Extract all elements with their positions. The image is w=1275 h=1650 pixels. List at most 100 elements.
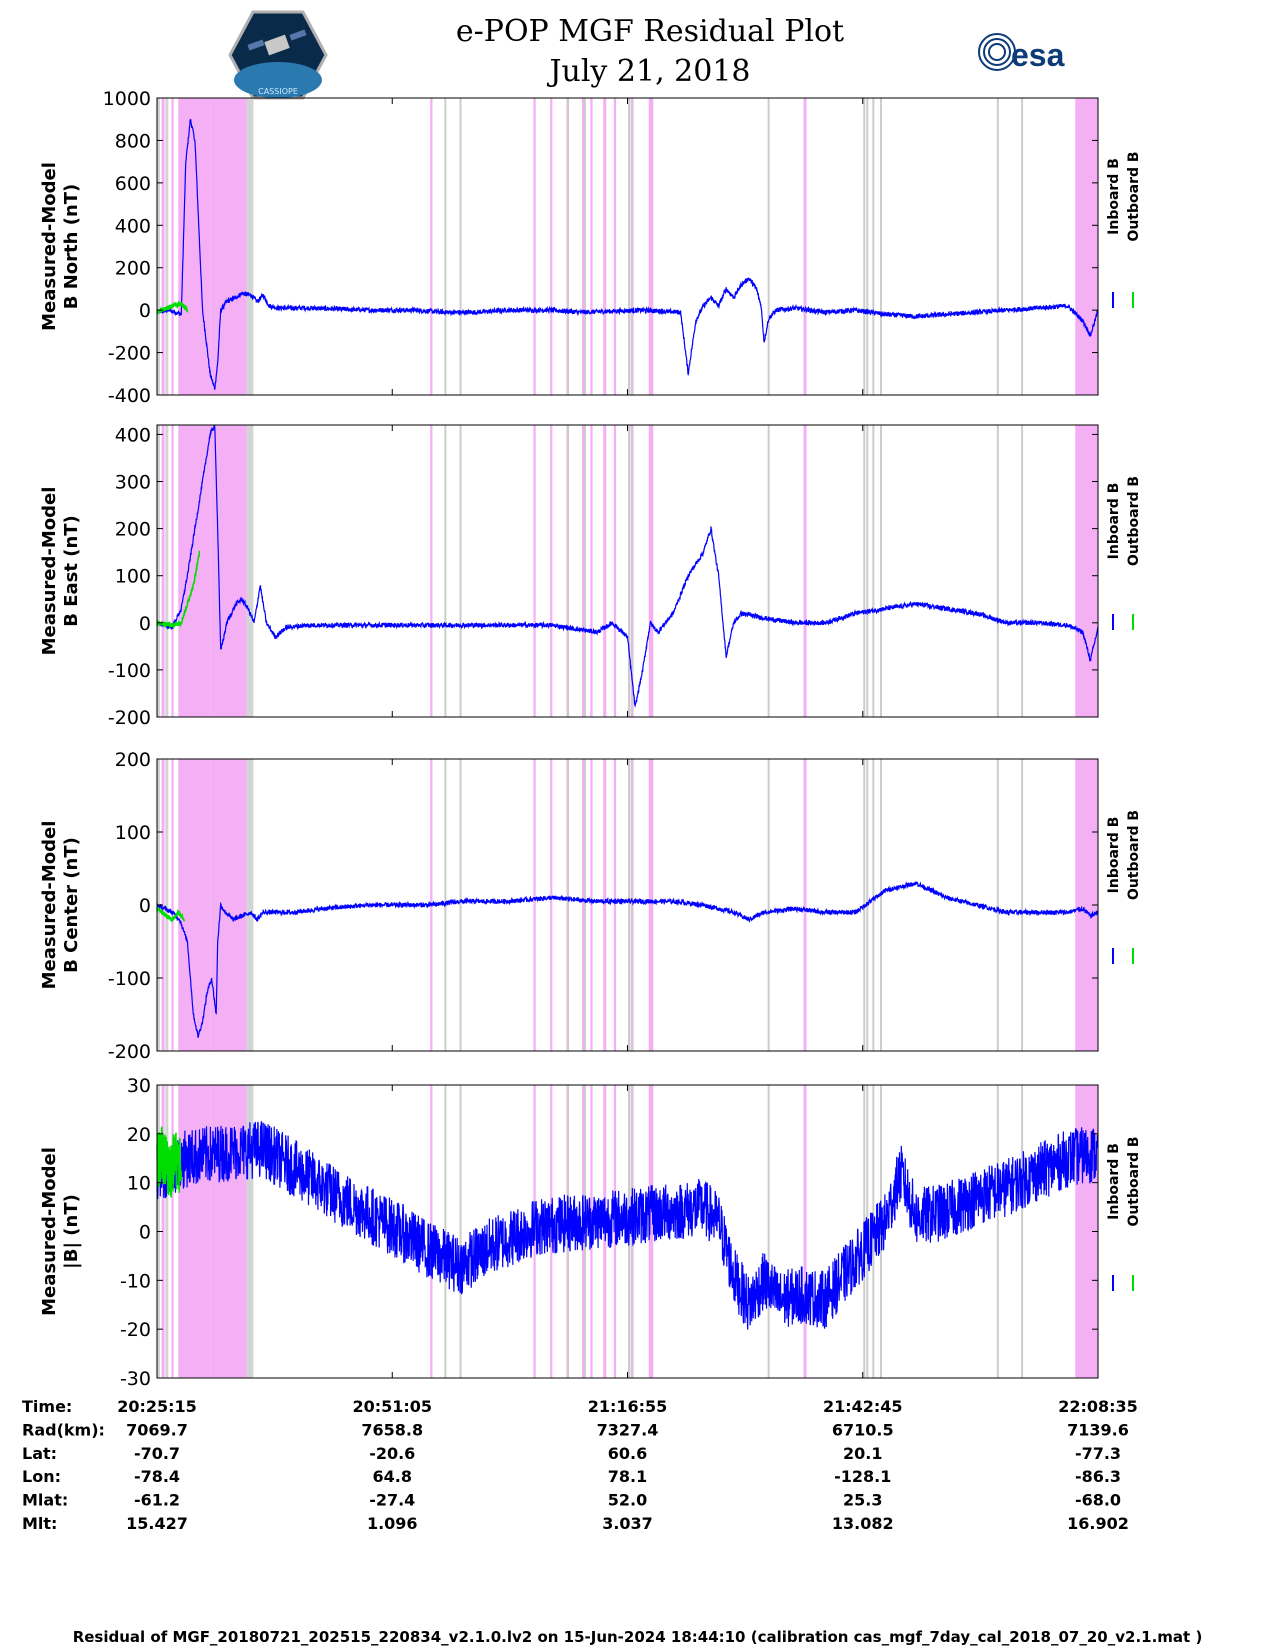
pink-interval	[161, 425, 165, 717]
y-tick-label: -200	[108, 707, 151, 729]
y-tick-label: 800	[115, 130, 151, 152]
info-value: 3.037	[602, 1514, 653, 1533]
y-axis-label: Measured-Model|B| (nT)	[39, 1147, 82, 1316]
pink-interval	[1075, 98, 1098, 395]
info-value: 7069.7	[126, 1420, 188, 1439]
y-tick-label: -200	[108, 343, 151, 365]
info-table: Time: 20:25:15 20:51:05 21:16:55 21:42:45 22:…	[22, 1397, 1138, 1533]
y-tick-label: 200	[115, 519, 151, 541]
pink-interval	[603, 425, 607, 717]
y-axis-label: Measured-ModelB East (nT)	[39, 487, 82, 656]
panel-4: -30 -20 -10 0 10 20 30 Measured-Model|B| (nT) In…	[39, 1075, 1142, 1390]
y-tick-label: 200	[115, 749, 151, 771]
y-tick-label: 100	[115, 566, 151, 588]
pink-interval	[803, 759, 807, 1051]
pink-interval	[613, 425, 617, 717]
y-axis-label-line2: B North (nT)	[61, 184, 82, 310]
info-row-label: Mlat:	[22, 1491, 68, 1510]
info-row-label: Rad(km):	[22, 1420, 105, 1439]
y-axis-label-line1: Measured-Model	[39, 1147, 60, 1316]
info-value: -61.2	[134, 1491, 180, 1510]
info-value: 1.096	[367, 1514, 418, 1533]
y-tick-label: -100	[108, 968, 151, 990]
series-inboard-line	[156, 424, 1099, 708]
series-inboard-line	[156, 119, 1099, 390]
y-tick-label: 30	[127, 1075, 151, 1097]
series-inboard-line	[156, 881, 1099, 1038]
legend-inboard-label: Inboard B	[1106, 483, 1122, 560]
y-tick-label: 200	[115, 258, 151, 280]
info-value: 15.427	[126, 1514, 188, 1533]
y-tick-label: -30	[120, 1368, 151, 1390]
legend-inboard-label: Inboard B	[1106, 158, 1122, 235]
info-value: -86.3	[1075, 1467, 1121, 1486]
gray-interval	[165, 425, 169, 717]
pink-interval	[178, 1085, 211, 1378]
plot-frame	[156, 424, 1099, 718]
legend-outboard-label: Outboard B	[1126, 476, 1142, 566]
y-axis-label-line1: Measured-Model	[39, 162, 60, 331]
series-outboard-line	[156, 550, 201, 630]
y-tick-label: -10	[120, 1270, 151, 1292]
info-value: 21:16:55	[588, 1397, 668, 1416]
pink-interval	[550, 759, 553, 1051]
pink-interval	[550, 425, 553, 717]
gray-interval	[246, 98, 254, 395]
panel-2: -200 -100 0 100 200 300 400 Measured-ModelB Eas…	[39, 424, 1142, 729]
info-value: 20.1	[843, 1444, 882, 1463]
pink-interval	[603, 759, 607, 1051]
pink-interval	[210, 98, 247, 395]
info-row-label: Time:	[22, 1397, 72, 1416]
info-value: -77.3	[1075, 1444, 1121, 1463]
esa-logo-text: esa	[1011, 37, 1065, 73]
series-outboard-line	[156, 907, 186, 922]
pink-interval	[178, 759, 211, 1051]
info-value: -78.4	[134, 1467, 180, 1486]
y-tick-label: 300	[115, 472, 151, 494]
pink-interval	[161, 759, 165, 1051]
info-value: 21:42:45	[823, 1397, 903, 1416]
gray-interval	[246, 425, 254, 717]
info-value: -68.0	[1075, 1491, 1121, 1510]
y-tick-label: 0	[139, 613, 151, 635]
pink-interval	[581, 98, 586, 395]
info-value: 7139.6	[1067, 1420, 1129, 1439]
gray-interval	[157, 98, 161, 395]
y-axis-label-line2: B East (nT)	[61, 515, 82, 627]
gray-interval	[165, 98, 169, 395]
pink-interval	[430, 425, 433, 717]
pink-interval	[533, 425, 536, 717]
legend-outboard-label: Outboard B	[1126, 151, 1142, 241]
info-value: -70.7	[134, 1444, 180, 1463]
y-axis-label: Measured-ModelB Center (nT)	[39, 821, 82, 990]
pink-interval	[581, 759, 586, 1051]
info-value: 6710.5	[832, 1420, 894, 1439]
pink-interval	[613, 759, 617, 1051]
pink-interval	[430, 98, 433, 395]
info-value: 52.0	[608, 1491, 647, 1510]
info-value: 7327.4	[597, 1420, 659, 1439]
info-value: 25.3	[843, 1491, 882, 1510]
y-axis-label-line2: B Center (nT)	[61, 837, 82, 973]
y-tick-label: 400	[115, 424, 151, 446]
pink-interval	[171, 759, 174, 1051]
pink-interval	[648, 425, 654, 717]
info-value: 78.1	[608, 1467, 647, 1486]
info-value: -128.1	[834, 1467, 891, 1486]
info-value: 13.082	[832, 1514, 894, 1533]
pink-interval	[603, 98, 607, 395]
y-tick-label: 100	[115, 822, 151, 844]
info-row-label: Lon:	[22, 1467, 61, 1486]
pink-interval	[1075, 425, 1098, 717]
y-axis-label-line1: Measured-Model	[39, 487, 60, 656]
pink-interval	[533, 98, 536, 395]
info-value: 20:25:15	[117, 1397, 197, 1416]
gray-interval	[157, 425, 161, 717]
pink-interval	[613, 1085, 617, 1378]
pink-interval	[171, 1085, 174, 1378]
info-value: -27.4	[369, 1491, 415, 1510]
info-row-label: Mlt:	[22, 1514, 57, 1533]
pink-interval	[803, 425, 807, 717]
page-title: e-POP MGF Residual Plot	[455, 14, 845, 49]
